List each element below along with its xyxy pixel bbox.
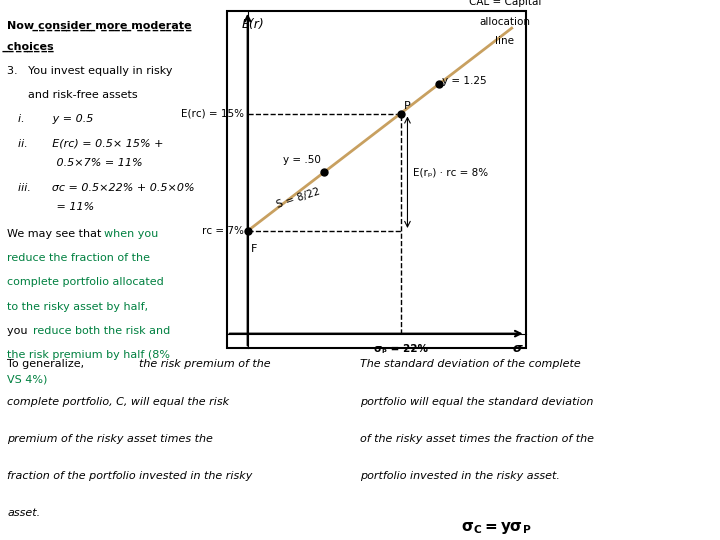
Text: reduce the fraction of the: reduce the fraction of the [7, 253, 150, 263]
Text: F: F [251, 244, 257, 254]
Text: The standard deviation of the complete: The standard deviation of the complete [360, 359, 581, 369]
Text: rᴄ = 7%: rᴄ = 7% [202, 226, 244, 236]
Text: y = 1.25: y = 1.25 [442, 76, 487, 86]
Text: = 11%: = 11% [18, 202, 94, 212]
Text: the risk premium by half (8%: the risk premium by half (8% [7, 350, 170, 360]
Text: premium of the risky asset times the: premium of the risky asset times the [7, 434, 213, 444]
Text: asset.: asset. [7, 508, 40, 518]
Text: iii.      σᴄ = 0.5×22% + 0.5×0%: iii. σᴄ = 0.5×22% + 0.5×0% [18, 183, 194, 193]
Text: $\mathbf{\sigma_C = y\sigma_P}$: $\mathbf{\sigma_C = y\sigma_P}$ [461, 519, 531, 536]
Text: of the risky asset times the fraction of the: of the risky asset times the fraction of… [360, 434, 594, 444]
Text: complete portfolio, C, will equal the risk: complete portfolio, C, will equal the ri… [7, 396, 230, 407]
Text: you: you [7, 326, 31, 336]
Text: 3.   You invest equally in risky: 3. You invest equally in risky [7, 66, 173, 76]
Text: 0.5×7% = 11%: 0.5×7% = 11% [18, 158, 143, 168]
Text: σₚ = 22%: σₚ = 22% [374, 344, 428, 354]
Text: y = .50: y = .50 [283, 155, 320, 165]
Text: S = 8/22: S = 8/22 [276, 187, 322, 211]
Text: reduce both the risk and: reduce both the risk and [32, 326, 170, 336]
Text: line: line [495, 36, 514, 46]
Text: ̲c̲h̲o̲i̲c̲e̲s̲: ̲c̲h̲o̲i̲c̲e̲s̲ [7, 42, 54, 52]
Text: CAL = Capital: CAL = Capital [469, 0, 541, 8]
Text: portfolio invested in the risky asset.: portfolio invested in the risky asset. [360, 471, 560, 481]
Text: To generalize,: To generalize, [7, 359, 88, 369]
Text: E(rᴄ) = 15%: E(rᴄ) = 15% [181, 109, 244, 118]
Text: We may see that: We may see that [7, 228, 105, 239]
Text: i.        y = 0.5: i. y = 0.5 [18, 114, 93, 125]
Text: ii.       E(rᴄ) = 0.5× 15% +: ii. E(rᴄ) = 0.5× 15% + [18, 139, 163, 149]
Text: when you: when you [104, 228, 158, 239]
Text: E(r): E(r) [242, 18, 264, 31]
Text: portfolio will equal the standard deviation: portfolio will equal the standard deviat… [360, 396, 593, 407]
Text: P: P [404, 100, 410, 111]
Text: Now ̲c̲o̲n̲s̲i̲d̲e̲r̲ ̲m̲o̲r̲e̲ ̲m̲o̲d̲e̲r̲a̲t̲e̲: Now ̲c̲o̲n̲s̲i̲d̲e̲r̲ ̲m̲o̲r̲e̲ ̲m̲o̲d̲e… [7, 21, 192, 31]
Text: complete portfolio allocated: complete portfolio allocated [7, 277, 164, 287]
Text: and risk-free assets: and risk-free assets [7, 90, 138, 100]
Text: VS 4%): VS 4%) [7, 374, 48, 384]
Text: σ: σ [513, 342, 522, 355]
Text: allocation: allocation [480, 17, 530, 26]
Text: to the risky asset by half,: to the risky asset by half, [7, 301, 148, 312]
Text: fraction of the portfolio invested in the risky: fraction of the portfolio invested in th… [7, 471, 253, 481]
Text: E(rₚ) · rᴄ = 8%: E(rₚ) · rᴄ = 8% [413, 167, 488, 177]
Text: the risk premium of the: the risk premium of the [138, 359, 270, 369]
